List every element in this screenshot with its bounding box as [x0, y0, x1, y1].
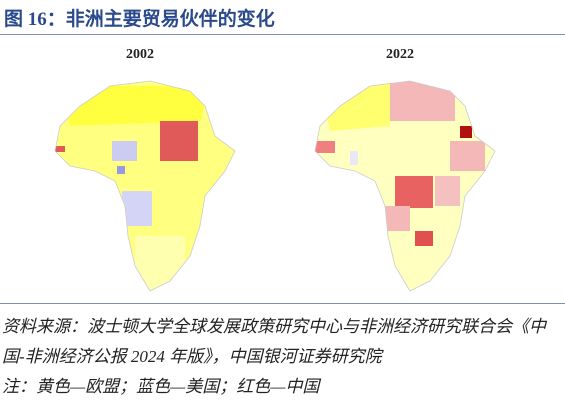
region [60, 86, 210, 126]
maps: 2002 2022 [54, 47, 496, 292]
region [350, 151, 358, 165]
region [390, 81, 455, 121]
region [160, 121, 198, 161]
bottom-rule [0, 303, 565, 304]
source-note: 资料来源：波士顿大学全球发展政策研究中心与非洲经济研究联合会《中国-非洲经济公报… [2, 317, 546, 366]
region [450, 141, 485, 171]
legend-note: 注：黄色—欧盟；蓝色—美国；红色—中国 [2, 377, 320, 396]
region [415, 231, 433, 246]
region [135, 236, 185, 291]
map-year: 2002 [126, 47, 154, 62]
region [112, 141, 137, 161]
region [117, 166, 125, 174]
map-year: 2022 [386, 47, 414, 62]
figure-title: 图 16：非洲主要贸易伙伴的变化 [4, 9, 275, 30]
map-2022 [314, 80, 496, 292]
region [380, 206, 410, 231]
map-2002 [54, 80, 236, 292]
region [122, 191, 152, 226]
region [315, 141, 335, 153]
region [320, 81, 390, 131]
region [55, 146, 65, 152]
top-rule [0, 34, 565, 35]
region [435, 176, 460, 206]
region [460, 126, 472, 138]
region [395, 176, 433, 208]
